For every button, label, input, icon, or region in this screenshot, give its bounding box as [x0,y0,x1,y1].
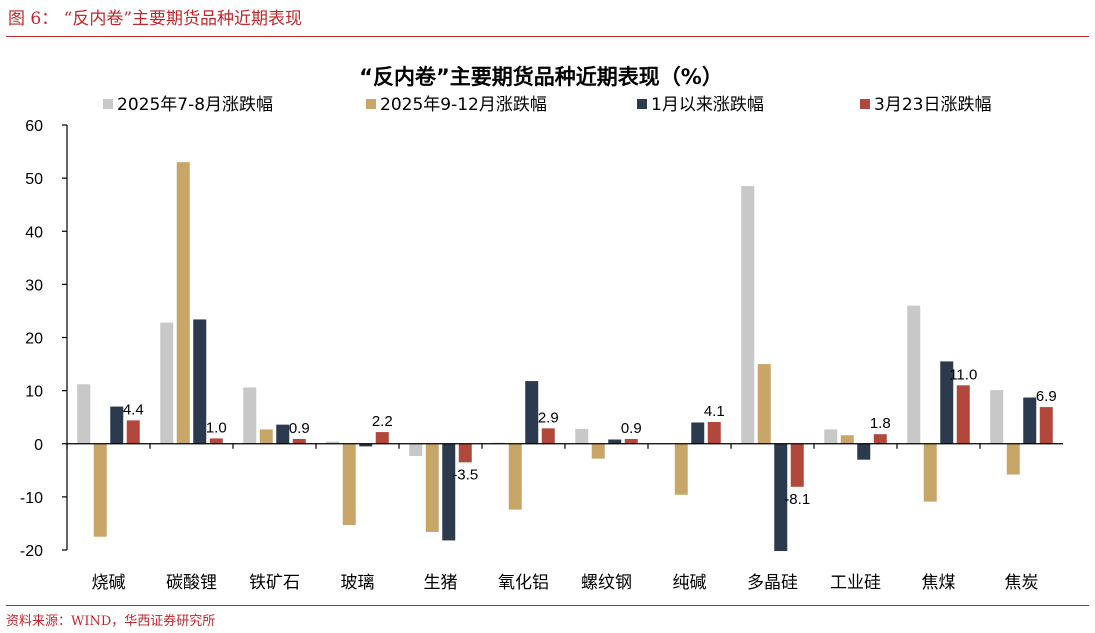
bar-7-series-3 [691,422,705,444]
x-category-label: 焦炭 [1005,573,1039,593]
bar-3-series-1 [326,441,340,444]
bar-10-series-1 [907,305,921,444]
bar-2-series-3 [276,424,290,444]
bar-2-series-2 [259,429,273,444]
bar-1-series-4 [209,438,223,444]
bar-10-series-2 [923,443,937,502]
bar-0-series-4 [126,420,140,444]
x-category-label: 多晶硅 [747,573,798,593]
chart-title: “反内卷”主要期货品种近期表现（%） [359,65,723,89]
x-category-label: 工业硅 [830,573,881,593]
bottom-rule [6,605,1089,606]
bar-4-series-4 [458,443,472,463]
bar-4-series-1 [409,443,423,456]
data-label: 4.1 [704,403,725,420]
bar-6-series-2 [591,443,605,459]
bar-6-series-1 [575,428,589,444]
bar-9-series-4 [873,434,887,444]
bar-6-series-4 [624,438,638,444]
y-axis: 60 50 40 30 20 10 0 -10 -20 [20,118,68,560]
legend-swatch-4 [860,99,870,109]
bar-3-series-3 [359,443,373,447]
bar-11-series-1 [990,390,1004,444]
data-label: 0.9 [621,420,642,437]
bar-2-series-4 [292,438,306,444]
bar-10-series-4 [956,385,970,444]
x-category-label: 玻璃 [341,573,375,593]
legend-label-2: 2025年9-12月涨跌幅 [380,95,547,115]
y-tick-label: -20 [20,543,43,560]
data-label: 2.9 [538,409,559,426]
bar-5-series-3 [525,381,539,444]
y-tick-label: 40 [25,224,43,241]
data-label: -3.5 [452,466,478,483]
bar-9-series-2 [840,435,854,444]
data-label: 1.0 [206,419,227,436]
legend-label-4: 3月23日涨跌幅 [874,95,991,115]
y-tick-label: 30 [25,277,43,294]
data-label: 1.8 [870,415,891,432]
y-tick-label: 60 [25,118,43,135]
bar-9-series-1 [824,429,838,444]
bar-5-series-4 [541,428,555,444]
bar-5-series-2 [508,443,522,510]
x-category-label: 螺纹钢 [581,573,632,593]
x-category-label: 生猪 [424,573,458,593]
bar-4-series-2 [425,443,439,532]
legend-label-1: 2025年7-8月涨跌幅 [117,95,273,115]
x-axis: 烧碱 碳酸锂 铁矿石 玻璃 生猪 氧化铝 螺纹钢 纯碱 多晶硅 工业硅 焦煤 焦炭 [66,443,1063,593]
data-label: 0.9 [289,420,310,437]
bar-1-series-2 [176,162,190,444]
y-tick-label: 20 [25,331,43,348]
bar-3-series-2 [342,443,356,526]
bar-3-series-4 [375,432,389,444]
bar-0-series-2 [93,443,107,537]
data-label: 6.9 [1036,388,1057,405]
x-category-label: 焦煤 [922,573,956,593]
source-note: 资料来源：WIND，华西证券研究所 [6,614,216,629]
y-tick-label: 0 [34,437,43,454]
bar-11-series-2 [1006,443,1020,475]
bar-0-series-1 [77,384,91,444]
y-tick-label: -10 [20,490,43,507]
bar-10-series-3 [940,361,954,444]
bar-8-series-4 [790,443,804,487]
y-tick-label: 50 [25,171,43,188]
x-category-label: 纯碱 [673,573,707,593]
bar-8-series-2 [757,364,771,444]
bar-2-series-1 [243,387,257,444]
top-rule [6,36,1089,37]
legend-swatch-1 [103,99,113,109]
bar-11-series-3 [1023,397,1037,444]
data-labels: 4.4 1.0 0.9 2.2 -3.5 2.9 0.9 4.1 -8.1 1.8 11.0 6.9 [123,366,1057,507]
legend-swatch-3 [637,99,647,109]
bar-1-series-1 [160,322,174,444]
bar-7-series-4 [707,421,721,444]
data-label: 4.4 [123,401,144,418]
chart-legend: 2025年7-8月涨跌幅 2025年9-12月涨跌幅 1月以来涨跌幅 3月23日涨跌幅 [103,95,991,115]
x-category-label: 氧化铝 [498,573,549,593]
bar-4-series-3 [442,443,456,541]
bar-9-series-3 [857,443,871,460]
x-category-label: 铁矿石 [249,573,300,593]
x-category-label: 碳酸锂 [166,573,217,593]
bar-8-series-1 [741,186,755,444]
y-tick-label: 10 [25,384,43,401]
data-label: 2.2 [372,413,393,430]
legend-swatch-2 [366,99,376,109]
data-label: 11.0 [949,366,977,383]
bar-6-series-3 [608,439,622,444]
x-category-label: 烧碱 [92,573,126,593]
bar-11-series-4 [1039,407,1053,444]
figure-caption: 图 6： “反内卷”主要期货品种近期表现 [8,9,303,29]
bar-8-series-3 [774,443,788,552]
bar-series [77,162,1053,552]
bar-0-series-3 [110,406,124,444]
bar-1-series-3 [193,319,207,444]
bar-7-series-2 [674,443,688,495]
data-label: -8.1 [784,491,810,508]
legend-label-3: 1月以来涨跌幅 [651,95,764,115]
